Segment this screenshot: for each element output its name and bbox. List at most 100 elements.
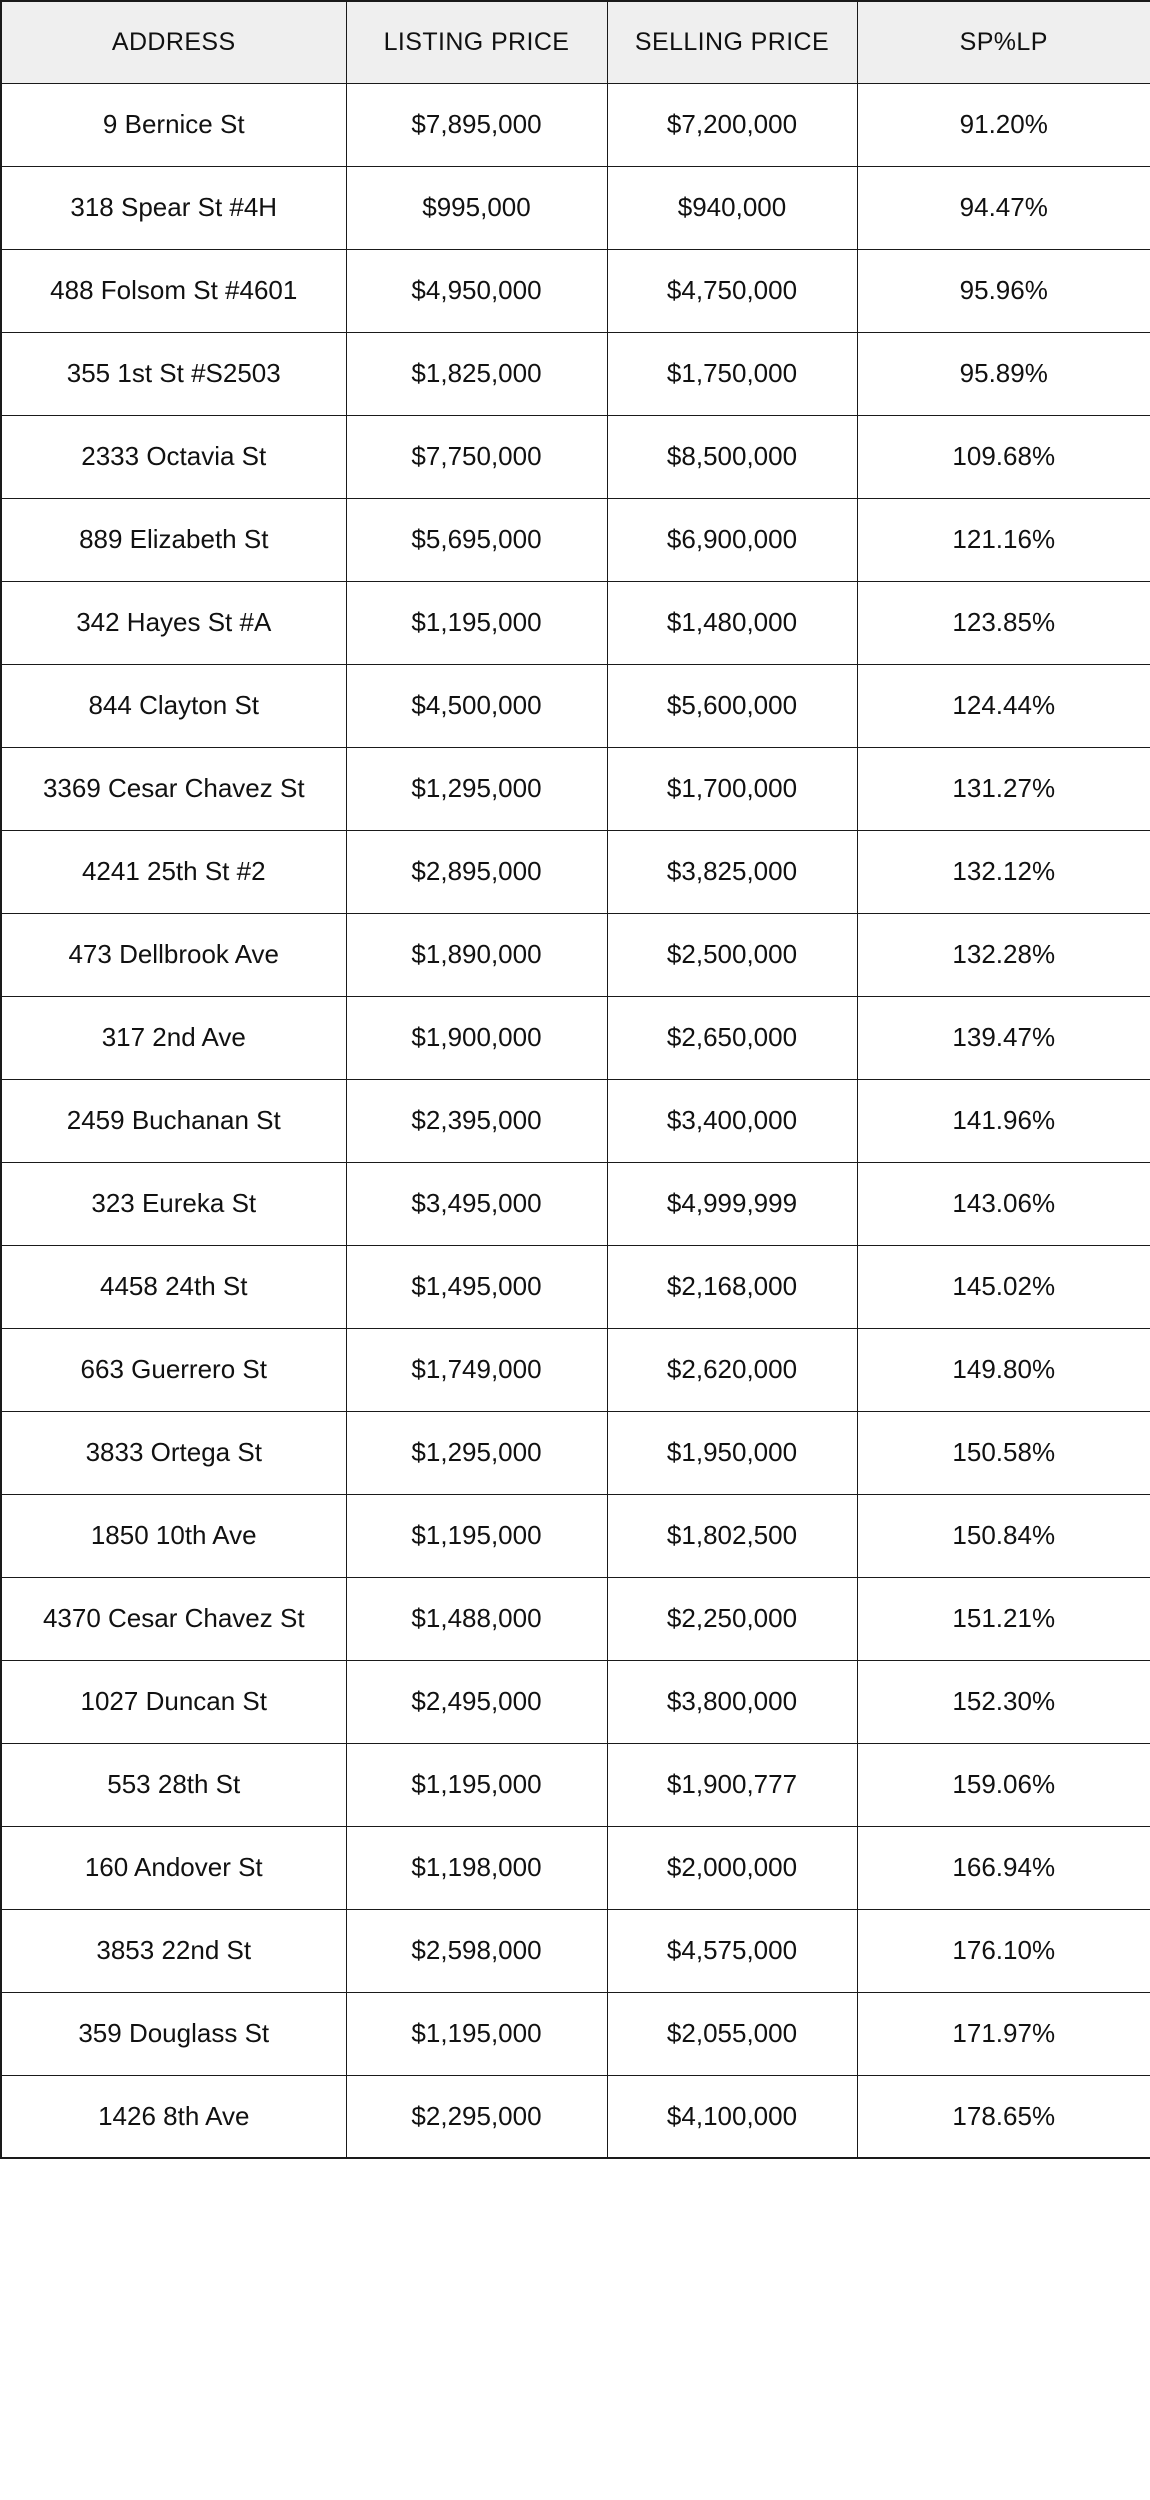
cell-listing-price: $1,749,000 (345, 1327, 608, 1412)
cell-sp-pct-lp: 166.94% (856, 1825, 1150, 1910)
cell-sp-pct-lp: 152.30% (856, 1659, 1150, 1744)
cell-sp-pct-lp: 95.96% (856, 248, 1150, 333)
table-row: 355 1st St #S2503 $1,825,000 $1,750,000 … (0, 331, 1150, 416)
sales-table: ADDRESS LISTING PRICE SELLING PRICE SP%L… (0, 0, 1150, 2159)
cell-selling-price: $2,620,000 (606, 1327, 858, 1412)
cell-address: 844 Clayton St (0, 663, 347, 748)
cell-selling-price: $2,650,000 (606, 995, 858, 1080)
cell-listing-price: $4,500,000 (345, 663, 608, 748)
cell-listing-price: $3,495,000 (345, 1161, 608, 1246)
table-row: 488 Folsom St #4601 $4,950,000 $4,750,00… (0, 248, 1150, 333)
cell-selling-price: $2,168,000 (606, 1244, 858, 1329)
table-row: 473 Dellbrook Ave $1,890,000 $2,500,000 … (0, 912, 1150, 997)
cell-sp-pct-lp: 123.85% (856, 580, 1150, 665)
table-row: 3369 Cesar Chavez St $1,295,000 $1,700,0… (0, 746, 1150, 831)
cell-listing-price: $5,695,000 (345, 497, 608, 582)
cell-sp-pct-lp: 171.97% (856, 1991, 1150, 2076)
cell-selling-price: $3,800,000 (606, 1659, 858, 1744)
table-row: 317 2nd Ave $1,900,000 $2,650,000 139.47… (0, 995, 1150, 1080)
cell-address: 663 Guerrero St (0, 1327, 347, 1412)
column-header-sp-pct-lp: SP%LP (856, 0, 1150, 84)
table-row: 1027 Duncan St $2,495,000 $3,800,000 152… (0, 1659, 1150, 1744)
cell-selling-price: $940,000 (606, 165, 858, 250)
cell-selling-price: $1,480,000 (606, 580, 858, 665)
cell-sp-pct-lp: 94.47% (856, 165, 1150, 250)
cell-selling-price: $2,055,000 (606, 1991, 858, 2076)
cell-listing-price: $7,895,000 (345, 82, 608, 167)
cell-selling-price: $7,200,000 (606, 82, 858, 167)
cell-address: 488 Folsom St #4601 (0, 248, 347, 333)
cell-selling-price: $3,400,000 (606, 1078, 858, 1163)
table-header: ADDRESS LISTING PRICE SELLING PRICE SP%L… (0, 0, 1150, 84)
cell-sp-pct-lp: 95.89% (856, 331, 1150, 416)
table-row: 4370 Cesar Chavez St $1,488,000 $2,250,0… (0, 1576, 1150, 1661)
cell-listing-price: $1,195,000 (345, 1493, 608, 1578)
cell-listing-price: $2,895,000 (345, 829, 608, 914)
cell-sp-pct-lp: 139.47% (856, 995, 1150, 1080)
cell-selling-price: $2,000,000 (606, 1825, 858, 1910)
cell-listing-price: $1,195,000 (345, 1742, 608, 1827)
cell-address: 355 1st St #S2503 (0, 331, 347, 416)
cell-sp-pct-lp: 131.27% (856, 746, 1150, 831)
table-row: 160 Andover St $1,198,000 $2,000,000 166… (0, 1825, 1150, 1910)
table-row: 318 Spear St #4H $995,000 $940,000 94.47… (0, 165, 1150, 250)
cell-listing-price: $1,890,000 (345, 912, 608, 997)
cell-sp-pct-lp: 149.80% (856, 1327, 1150, 1412)
cell-address: 2333 Octavia St (0, 414, 347, 499)
cell-listing-price: $1,900,000 (345, 995, 608, 1080)
table-row: 1426 8th Ave $2,295,000 $4,100,000 178.6… (0, 2074, 1150, 2159)
cell-selling-price: $4,999,999 (606, 1161, 858, 1246)
cell-sp-pct-lp: 176.10% (856, 1908, 1150, 1993)
table-row: 844 Clayton St $4,500,000 $5,600,000 124… (0, 663, 1150, 748)
table-row: 9 Bernice St $7,895,000 $7,200,000 91.20… (0, 82, 1150, 167)
cell-sp-pct-lp: 150.84% (856, 1493, 1150, 1578)
cell-listing-price: $7,750,000 (345, 414, 608, 499)
cell-listing-price: $1,295,000 (345, 1410, 608, 1495)
cell-address: 2459 Buchanan St (0, 1078, 347, 1163)
cell-listing-price: $1,195,000 (345, 1991, 608, 2076)
cell-listing-price: $1,488,000 (345, 1576, 608, 1661)
table-row: 4241 25th St #2 $2,895,000 $3,825,000 13… (0, 829, 1150, 914)
cell-sp-pct-lp: 132.12% (856, 829, 1150, 914)
cell-selling-price: $8,500,000 (606, 414, 858, 499)
cell-listing-price: $2,395,000 (345, 1078, 608, 1163)
cell-address: 9 Bernice St (0, 82, 347, 167)
table-row: 663 Guerrero St $1,749,000 $2,620,000 14… (0, 1327, 1150, 1412)
table-row: 342 Hayes St #A $1,195,000 $1,480,000 12… (0, 580, 1150, 665)
cell-listing-price: $1,495,000 (345, 1244, 608, 1329)
cell-address: 1426 8th Ave (0, 2074, 347, 2159)
cell-selling-price: $2,500,000 (606, 912, 858, 997)
cell-address: 1027 Duncan St (0, 1659, 347, 1744)
column-header-address: ADDRESS (0, 0, 347, 84)
column-header-selling-price: SELLING PRICE (606, 0, 858, 84)
cell-address: 317 2nd Ave (0, 995, 347, 1080)
cell-address: 323 Eureka St (0, 1161, 347, 1246)
cell-listing-price: $1,198,000 (345, 1825, 608, 1910)
table-row: 3853 22nd St $2,598,000 $4,575,000 176.1… (0, 1908, 1150, 1993)
cell-sp-pct-lp: 143.06% (856, 1161, 1150, 1246)
cell-address: 318 Spear St #4H (0, 165, 347, 250)
cell-address: 3853 22nd St (0, 1908, 347, 1993)
cell-sp-pct-lp: 178.65% (856, 2074, 1150, 2159)
cell-sp-pct-lp: 109.68% (856, 414, 1150, 499)
cell-sp-pct-lp: 132.28% (856, 912, 1150, 997)
table-row: 2333 Octavia St $7,750,000 $8,500,000 10… (0, 414, 1150, 499)
cell-sp-pct-lp: 91.20% (856, 82, 1150, 167)
cell-listing-price: $1,825,000 (345, 331, 608, 416)
cell-selling-price: $1,950,000 (606, 1410, 858, 1495)
table-row: 359 Douglass St $1,195,000 $2,055,000 17… (0, 1991, 1150, 2076)
cell-address: 3833 Ortega St (0, 1410, 347, 1495)
cell-address: 4370 Cesar Chavez St (0, 1576, 347, 1661)
cell-listing-price: $2,598,000 (345, 1908, 608, 1993)
cell-address: 342 Hayes St #A (0, 580, 347, 665)
table-row: 553 28th St $1,195,000 $1,900,777 159.06… (0, 1742, 1150, 1827)
cell-listing-price: $2,495,000 (345, 1659, 608, 1744)
cell-selling-price: $2,250,000 (606, 1576, 858, 1661)
cell-sp-pct-lp: 124.44% (856, 663, 1150, 748)
cell-selling-price: $1,802,500 (606, 1493, 858, 1578)
cell-selling-price: $3,825,000 (606, 829, 858, 914)
cell-address: 4241 25th St #2 (0, 829, 347, 914)
cell-selling-price: $6,900,000 (606, 497, 858, 582)
cell-address: 553 28th St (0, 1742, 347, 1827)
